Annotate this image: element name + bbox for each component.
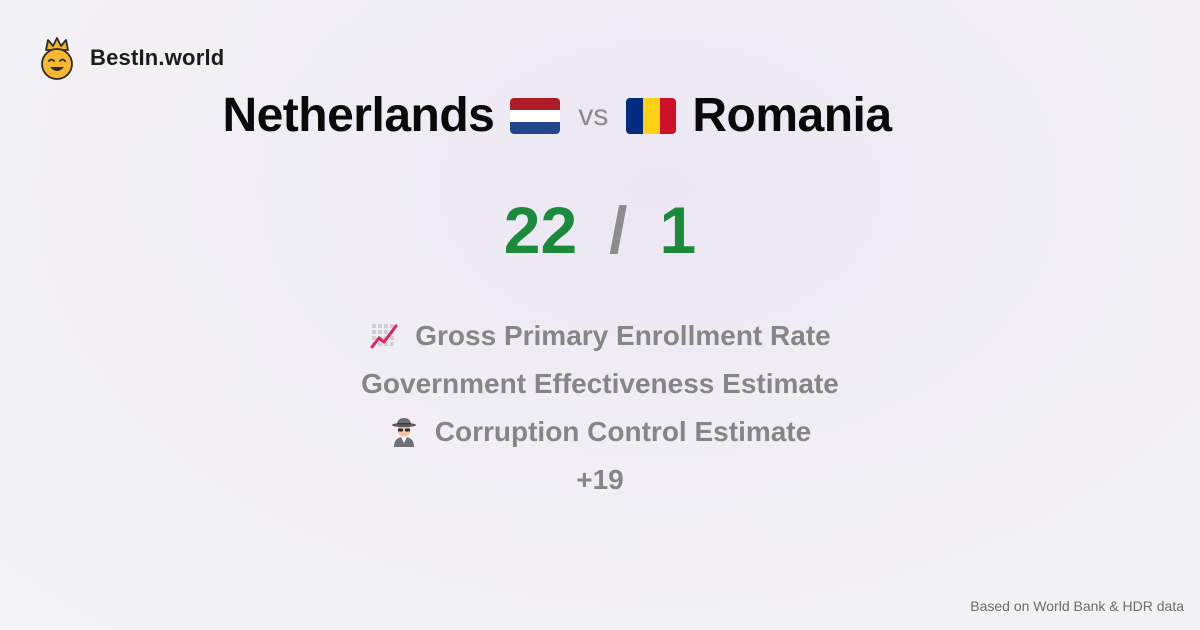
brand[interactable]: BestIn.world bbox=[38, 36, 224, 80]
country-a-name: Netherlands bbox=[222, 89, 495, 142]
metric-item: Gross Primary Enrollment Rate bbox=[369, 312, 831, 360]
metric-item: Corruption Control Estimate bbox=[389, 408, 811, 456]
comparison-title: Netherlands vs Romania bbox=[0, 88, 1114, 143]
metric-label: +19 bbox=[576, 464, 624, 495]
score-a: 22 bbox=[503, 193, 578, 267]
more-metrics-count: +19 bbox=[576, 456, 624, 504]
metric-list: Gross Primary Enrollment Rate Government… bbox=[0, 312, 1200, 504]
metric-item: Government Effectiveness Estimate bbox=[361, 360, 839, 408]
vs-label: vs bbox=[578, 98, 609, 132]
romania-flag-icon bbox=[626, 97, 677, 134]
country-b-name: Romania bbox=[692, 89, 892, 142]
data-source-note: Based on World Bank & HDR data bbox=[970, 598, 1184, 614]
netherlands-flag-icon bbox=[510, 97, 561, 134]
brand-name: BestIn.world bbox=[90, 45, 225, 70]
chart-increasing-icon bbox=[370, 324, 398, 349]
score-b: 1 bbox=[659, 193, 697, 267]
metric-label: Government Effectiveness Estimate bbox=[361, 368, 839, 399]
score-separator: / bbox=[609, 193, 628, 267]
score: 22 / 1 bbox=[0, 192, 1200, 268]
metric-label: Corruption Control Estimate bbox=[434, 416, 812, 447]
detective-icon bbox=[391, 418, 416, 447]
metric-label: Gross Primary Enrollment Rate bbox=[415, 320, 831, 351]
crown-smiley-icon bbox=[41, 37, 73, 80]
